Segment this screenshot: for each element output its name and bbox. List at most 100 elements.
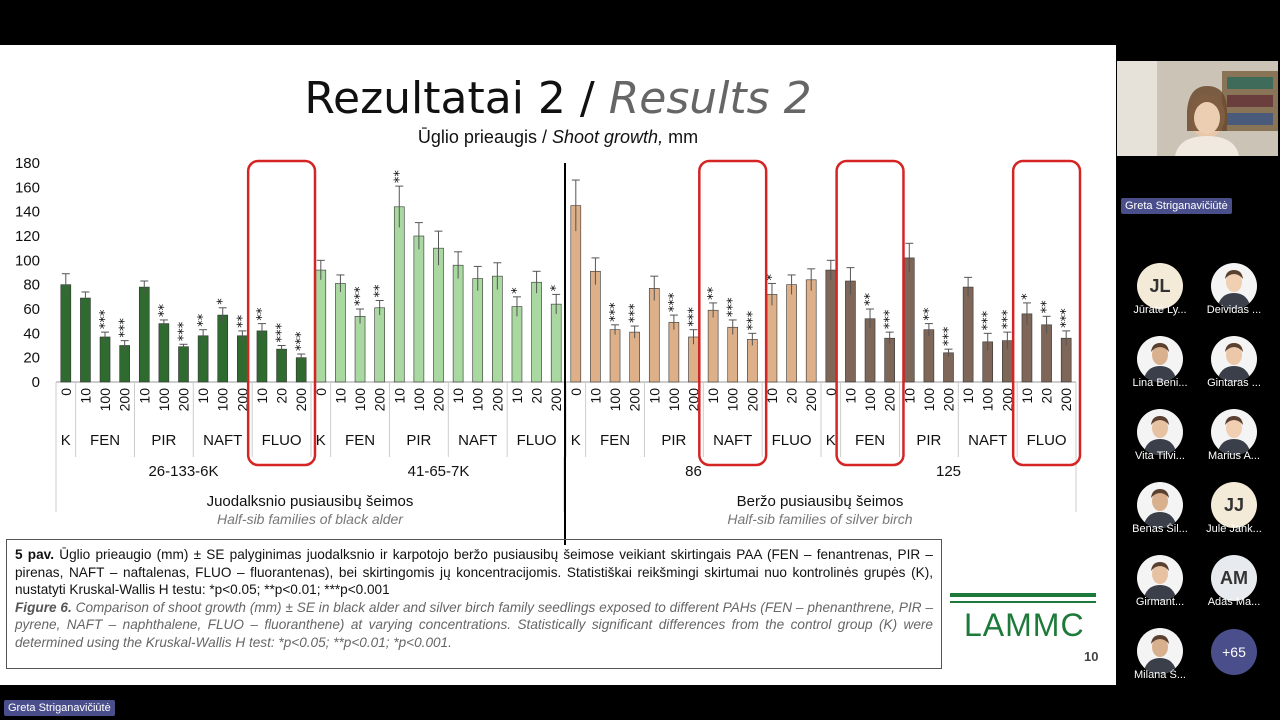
avatar-photo bbox=[1137, 409, 1183, 455]
significance-mark: *** bbox=[98, 309, 113, 329]
highlight-box bbox=[835, 159, 905, 467]
treatment-label: FEN bbox=[345, 432, 375, 449]
subtitle-lt: Ūglio prieaugis / bbox=[417, 127, 547, 147]
significance-mark: *** bbox=[745, 310, 760, 330]
concentration-label: 100 bbox=[470, 388, 486, 412]
concentration-label: 100 bbox=[97, 388, 113, 412]
significance-mark: *** bbox=[628, 303, 643, 323]
concentration-label: 100 bbox=[980, 388, 996, 412]
y-tick-label: 160 bbox=[15, 179, 40, 196]
concentration-label: 10 bbox=[77, 388, 93, 404]
bar bbox=[99, 336, 111, 383]
bar bbox=[374, 307, 385, 383]
significance-mark: ** bbox=[1040, 300, 1055, 314]
bar bbox=[452, 264, 464, 383]
avatar-photo bbox=[1211, 336, 1257, 382]
significance-mark: ** bbox=[863, 293, 878, 307]
significance-mark: *** bbox=[275, 323, 290, 343]
concentration-label: 100 bbox=[156, 388, 172, 412]
y-tick-label: 60 bbox=[23, 301, 40, 318]
bar bbox=[393, 206, 405, 383]
bar bbox=[707, 309, 719, 383]
participant-avatar[interactable]: AM bbox=[1211, 555, 1257, 601]
concentration-label: 200 bbox=[1058, 388, 1074, 412]
y-tick-label: 120 bbox=[15, 228, 40, 245]
concentration-label: 10 bbox=[646, 388, 662, 404]
concentration-label: 200 bbox=[489, 388, 505, 412]
concentration-label: 100 bbox=[666, 388, 682, 412]
significance-mark: * bbox=[765, 273, 780, 280]
concentration-label: 0 bbox=[568, 388, 584, 396]
y-tick-label: 100 bbox=[15, 252, 40, 269]
participant-name: Gintaras ... bbox=[1207, 377, 1261, 389]
concentration-label: 10 bbox=[842, 388, 858, 404]
concentration-label: 200 bbox=[686, 388, 702, 412]
concentration-label: 10 bbox=[764, 388, 780, 404]
participant-avatar[interactable]: JJ bbox=[1211, 482, 1257, 528]
bar bbox=[237, 335, 248, 383]
participant-name: Milana Š... bbox=[1134, 669, 1186, 681]
concentration-label: 200 bbox=[117, 388, 133, 412]
presenter-video[interactable] bbox=[1117, 61, 1278, 156]
treatment-label: K bbox=[571, 432, 581, 449]
participant-avatar[interactable] bbox=[1137, 555, 1183, 601]
bar bbox=[256, 330, 268, 383]
significance-mark: *** bbox=[608, 302, 623, 322]
bar bbox=[138, 286, 150, 383]
participant-avatar[interactable] bbox=[1211, 409, 1257, 455]
concentration-label: 100 bbox=[411, 388, 427, 412]
participant-avatar[interactable] bbox=[1137, 409, 1183, 455]
bar bbox=[884, 337, 895, 383]
y-tick-label: 180 bbox=[15, 155, 40, 172]
presenter-name-label: Greta Striganavičiūtė bbox=[1121, 198, 1232, 214]
avatar-photo bbox=[1137, 482, 1183, 528]
bar bbox=[550, 303, 562, 383]
treatment-label: FLUO bbox=[262, 432, 302, 449]
concentration-label: 100 bbox=[725, 388, 741, 412]
participant-name: Deividas ... bbox=[1206, 304, 1262, 316]
significance-mark: * bbox=[1020, 293, 1035, 300]
bar bbox=[492, 275, 503, 383]
significance-mark: ** bbox=[235, 314, 250, 328]
concentration-label: 10 bbox=[587, 388, 603, 404]
concentration-label: 10 bbox=[332, 388, 348, 404]
significance-mark: *** bbox=[294, 331, 309, 351]
concentration-label: 200 bbox=[293, 388, 309, 412]
avatar-photo bbox=[1137, 628, 1183, 674]
concentration-label: 10 bbox=[391, 388, 407, 404]
concentration-label: 200 bbox=[882, 388, 898, 412]
family-group-label: 86 bbox=[685, 463, 702, 480]
bar bbox=[354, 316, 366, 383]
participant-avatar[interactable]: JL bbox=[1137, 263, 1183, 309]
figure-caption: 5 pav. Ūglio prieaugio (mm) ± SE palygin… bbox=[6, 539, 942, 669]
participant-avatar[interactable] bbox=[1137, 482, 1183, 528]
bar bbox=[903, 257, 915, 383]
significance-mark: *** bbox=[177, 321, 192, 341]
family-label-lt: Beržo pusiausibų šeimos bbox=[737, 493, 904, 510]
bar bbox=[766, 294, 778, 383]
highlight-box bbox=[698, 159, 768, 467]
y-tick-label: 20 bbox=[23, 350, 40, 367]
slide-subtitle: Ūglio prieaugis / Shoot growth, mm bbox=[0, 127, 1116, 148]
bar bbox=[531, 281, 542, 383]
participant-avatar[interactable] bbox=[1211, 336, 1257, 382]
treatment-label: FLUO bbox=[1027, 432, 1067, 449]
significance-mark: * bbox=[510, 287, 525, 294]
concentration-label: 100 bbox=[607, 388, 623, 412]
bar bbox=[276, 348, 287, 383]
avatar-photo bbox=[1137, 555, 1183, 601]
participant-avatar[interactable] bbox=[1211, 263, 1257, 309]
family-group-label: 41-65-7K bbox=[408, 463, 470, 480]
bar bbox=[786, 284, 797, 383]
family-label-lt: Juodalksnio pusiausibų šeimos bbox=[207, 493, 414, 510]
treatment-label: PIR bbox=[916, 432, 941, 449]
title-lt: Rezultatai 2 / bbox=[304, 73, 595, 124]
participant-avatar[interactable] bbox=[1137, 336, 1183, 382]
significance-mark: * bbox=[549, 284, 564, 291]
more-participants-button[interactable]: +65 bbox=[1211, 629, 1257, 675]
slide-title: Rezultatai 2 / Results 2 bbox=[0, 73, 1116, 125]
bar bbox=[315, 269, 327, 383]
treatment-label: NAFT bbox=[968, 432, 1007, 449]
bar bbox=[923, 329, 935, 383]
participant-avatar[interactable] bbox=[1137, 628, 1183, 674]
